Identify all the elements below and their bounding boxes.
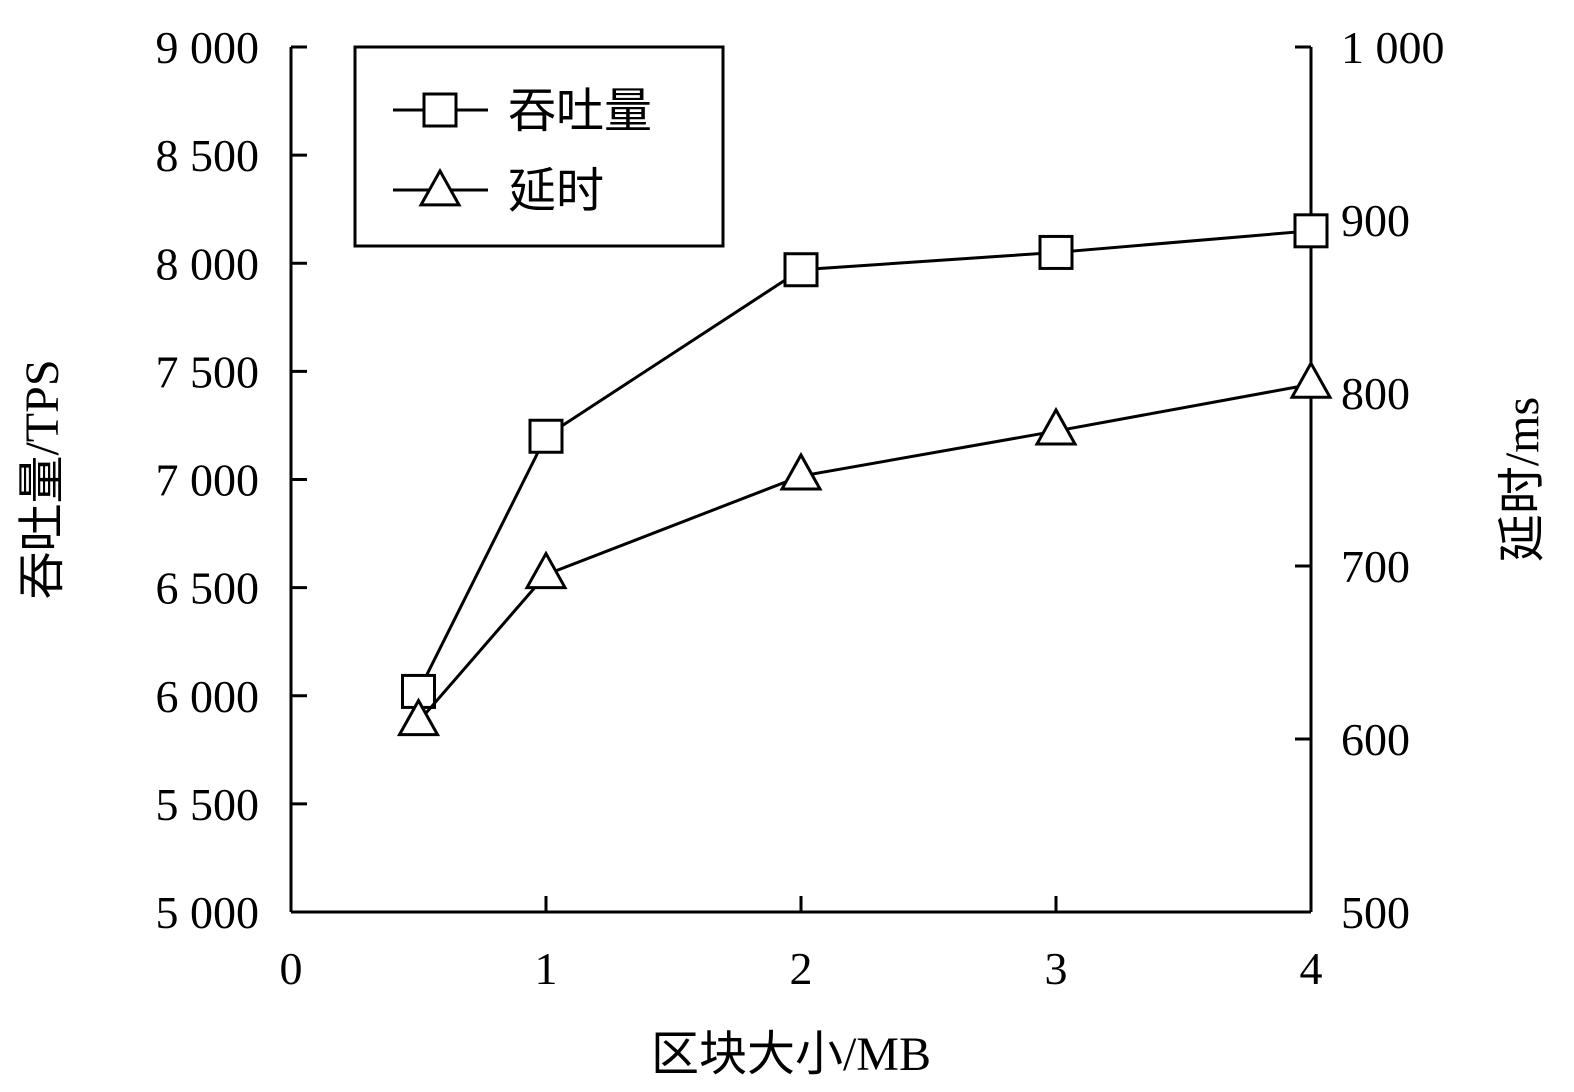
throughput-point	[783, 252, 819, 288]
throughput-point	[1293, 213, 1329, 249]
right-y-tick-label: 1 000	[1341, 22, 1445, 73]
x-tick-label: 2	[790, 943, 813, 994]
legend-label: 吞吐量	[508, 85, 652, 138]
series-throughput	[401, 213, 1329, 709]
right-y-tick-label: 900	[1341, 195, 1410, 246]
x-tick-label: 1	[535, 943, 558, 994]
legend-item-latency: 延时	[393, 165, 604, 218]
latency-point	[524, 550, 568, 590]
latency-point	[779, 451, 823, 491]
left-y-tick-label: 8 500	[156, 130, 260, 181]
throughput-point	[1038, 234, 1074, 270]
legend-item-throughput: 吞吐量	[393, 85, 652, 138]
right-y-tick-label: 500	[1341, 887, 1410, 938]
left-y-tick-label: 5 500	[156, 779, 260, 830]
latency-point	[1034, 406, 1078, 446]
x-tick-label: 3	[1045, 943, 1068, 994]
x-tick-label: 4	[1300, 943, 1323, 994]
left-y-tick-label: 7 500	[156, 346, 260, 397]
x-tick-label: 0	[280, 943, 303, 994]
series-layer	[396, 213, 1333, 737]
legend-label: 延时	[508, 165, 604, 218]
legend-box	[353, 45, 725, 248]
left-y-tick-label: 8 000	[156, 238, 260, 289]
series-latency	[396, 360, 1333, 737]
right-y-tick-label: 800	[1341, 368, 1410, 419]
legend-triangle-marker	[418, 167, 462, 207]
throughput-point	[528, 418, 564, 454]
x-axis-title: 区块大小/MB	[651, 1028, 931, 1081]
right-y-axis-title: 延时/ms	[1496, 397, 1549, 562]
latency-point	[396, 697, 441, 737]
left-y-tick-label: 7 000	[156, 455, 260, 506]
left-y-tick-label: 5 000	[156, 887, 260, 938]
left-y-tick-label: 6 500	[156, 563, 260, 614]
axes: 5 000 5 500 6 000 6 500 7 000 7 500 8 000 8 500…	[16, 22, 1549, 1081]
throughput-line	[417, 229, 1312, 693]
left-y-tick-label: 9 000	[156, 22, 260, 73]
left-y-axis-title: 吞吐量/TPS	[16, 359, 69, 599]
latency-point	[1289, 360, 1333, 399]
legend-square-marker	[422, 92, 458, 128]
left-y-tick-label: 6 000	[156, 671, 260, 722]
right-y-tick-label: 700	[1341, 541, 1410, 592]
right-y-tick-label: 600	[1341, 714, 1410, 765]
